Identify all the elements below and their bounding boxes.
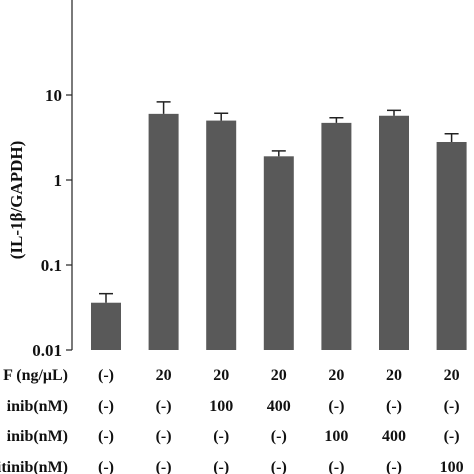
condition-cell: 100 — [324, 428, 348, 445]
condition-cell: (-) — [328, 459, 344, 474]
y-tick-label: 1 — [54, 171, 63, 190]
condition-cell: (-) — [98, 398, 114, 415]
bar — [321, 122, 352, 351]
condition-cell: (-) — [444, 398, 460, 415]
condition-cell: 100 — [209, 398, 233, 415]
condition-cell: (-) — [444, 428, 460, 445]
condition-cell: 400 — [382, 428, 406, 445]
condition-cell: 20 — [213, 367, 229, 384]
condition-cell: (-) — [386, 398, 402, 415]
condition-cell: (-) — [271, 428, 287, 445]
condition-cell: (-) — [156, 398, 172, 415]
y-axis-ticks: 0.01 0.1 1 10 — [32, 86, 72, 360]
bar — [436, 141, 467, 350]
y-axis-label: (IL-1β/GAPDH) — [7, 141, 26, 260]
condition-cell: 100 — [440, 459, 464, 474]
bar — [148, 113, 179, 350]
condition-cell: (-) — [98, 428, 114, 445]
condition-cell: 400 — [267, 398, 291, 415]
y-tick-label: 0.1 — [41, 256, 62, 275]
condition-cell: (-) — [328, 398, 344, 415]
bars-group — [91, 113, 467, 351]
condition-cell: (-) — [213, 428, 229, 445]
condition-row-label: inib(nM) — [7, 428, 68, 445]
bar — [379, 115, 409, 350]
condition-cell: 20 — [156, 367, 172, 384]
y-tick-label: 0.01 — [32, 341, 62, 360]
condition-row-label: inib(nM) — [7, 398, 68, 415]
condition-cell: (-) — [386, 459, 402, 474]
condition-table: F (ng/μL) (-) 20 20 20 20 20 20 inib(nM) (-) (-) 10… — [0, 367, 464, 474]
condition-cell: 20 — [386, 367, 402, 384]
condition-cell: (-) — [213, 459, 229, 474]
condition-row-label: F (ng/μL) — [3, 367, 68, 384]
bar — [91, 302, 121, 350]
bar — [206, 120, 237, 350]
condition-row-label: citinib(nM) — [0, 459, 68, 474]
condition-cell: (-) — [98, 459, 114, 474]
condition-cell: (-) — [98, 367, 114, 384]
condition-cell: 20 — [271, 367, 287, 384]
error-bars-group — [99, 101, 459, 303]
bar — [263, 156, 294, 350]
condition-cell: (-) — [156, 428, 172, 445]
condition-cell: 20 — [444, 367, 460, 384]
y-tick-label: 10 — [45, 86, 62, 105]
condition-cell: 20 — [328, 367, 344, 384]
condition-cell: (-) — [271, 459, 287, 474]
condition-cell: (-) — [156, 459, 172, 474]
